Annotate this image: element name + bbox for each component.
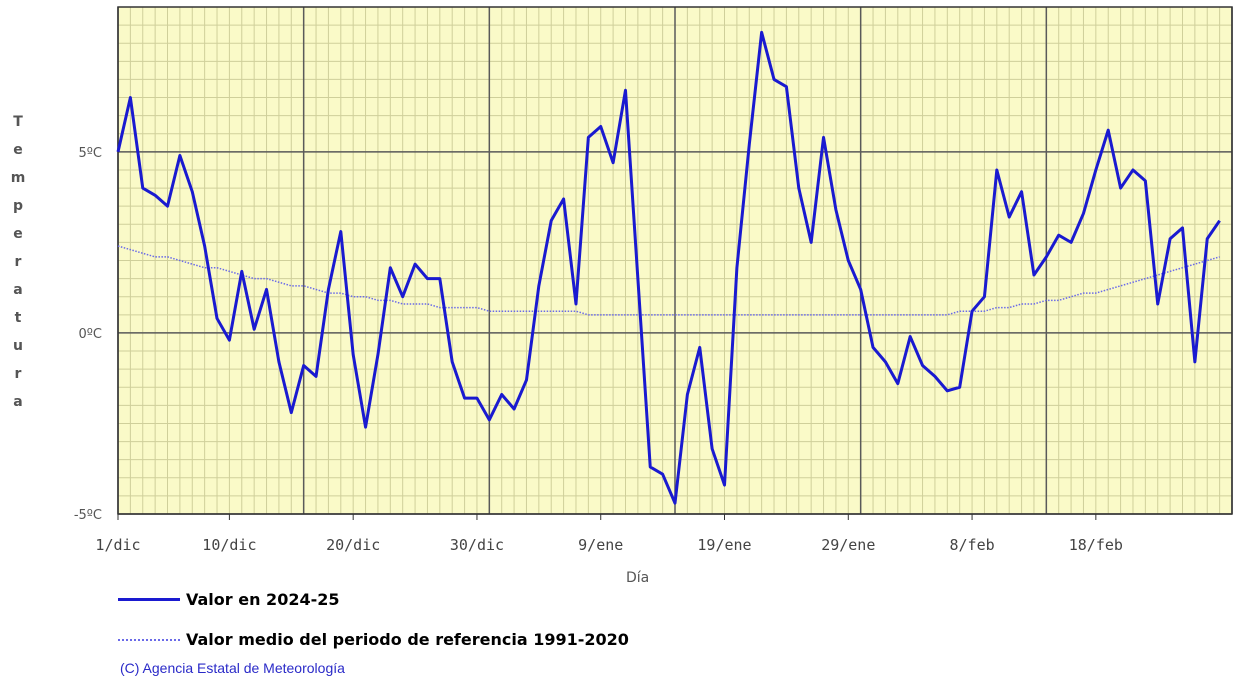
y-axis-title-letter: e (13, 226, 23, 242)
x-tick-label: 8/feb (949, 536, 994, 554)
series-line-reference (117, 245, 1220, 316)
credit-text: (C) Agencia Estatal de Meteorología (120, 660, 345, 676)
x-tick-label: 1/dic (95, 536, 140, 554)
y-axis-title-letter: e (13, 142, 23, 158)
series-line-2024-25 (116, 30, 1221, 505)
legend-label: Valor medio del periodo de referencia 19… (186, 630, 629, 649)
y-axis-title-letter: r (14, 254, 22, 270)
plot-border (117, 6, 1233, 515)
x-tick-label: 29/ene (821, 536, 875, 554)
x-tick-label: 30/dic (450, 536, 504, 554)
x-axis: 1/dic 10/dic 20/dic 30/dic 9/ene 19/ene 29/ene… (95, 514, 1123, 554)
y-tick-label: 0ºC (79, 327, 102, 342)
legend-label: Valor en 2024-25 (186, 590, 340, 609)
y-axis-title-letter: m (10, 170, 26, 186)
y-axis: 5ºC 0ºC -5ºC (74, 146, 102, 523)
x-axis-title: Día (626, 570, 650, 586)
x-tick-label: 20/dic (326, 536, 380, 554)
x-tick-label: 18/feb (1069, 536, 1123, 554)
y-axis-title-letter: t (14, 310, 22, 326)
legend-swatch-solid (118, 598, 180, 601)
legend-item-reference: Valor medio del periodo de referencia 19… (118, 630, 629, 649)
y-tick-label: 5ºC (79, 146, 102, 161)
y-axis-title-letter: a (13, 282, 23, 298)
y-axis-title-letter: u (13, 338, 23, 354)
y-axis-title-letter: a (13, 394, 23, 410)
x-tick-label: 19/ene (697, 536, 751, 554)
legend-item-2024-25: Valor en 2024-25 (118, 590, 340, 609)
legend-swatch-dotted (118, 638, 180, 641)
x-tick-label: 10/dic (202, 536, 256, 554)
y-axis-title-letter: r (14, 366, 22, 382)
x-tick-label: 9/ene (578, 536, 623, 554)
y-tick-label: -5ºC (74, 508, 102, 523)
y-axis-title-letter: p (12, 198, 24, 214)
y-axis-title-letter: T (13, 114, 23, 130)
